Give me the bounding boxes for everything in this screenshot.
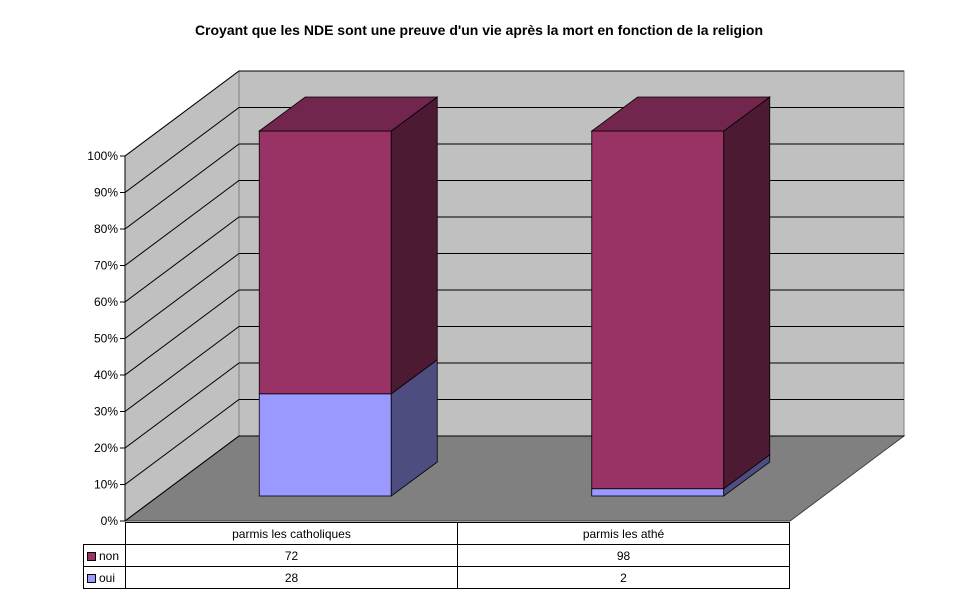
chart-bars (258, 96, 771, 497)
table-cell: 2 (457, 566, 790, 589)
gridline (124, 70, 904, 157)
legend-swatch-oui (87, 573, 96, 583)
y-tick-label: 40% (94, 368, 118, 382)
y-axis: 0% 10% 20% 30% 40% 50% 60% 70% 80% 90% 100% (87, 149, 126, 528)
chart-walls (123, 70, 906, 522)
bar-non-0-front (258, 130, 392, 395)
legend-label: oui (99, 570, 116, 585)
bar-non-0-side (390, 96, 438, 395)
bar-non-0-top (258, 96, 439, 132)
y-tick-label: 70% (94, 259, 118, 273)
y-tick-label: 60% (94, 295, 118, 309)
legend-swatch-non (87, 551, 96, 561)
data-table: parmis les catholiques parmis les athé n… (83, 522, 790, 589)
y-tick-label: 30% (94, 405, 118, 419)
y-tick-label: 100% (87, 149, 118, 163)
category-label: parmis les catholiques (125, 522, 458, 545)
chart-title: Croyant que les NDE sont une preuve d'un… (194, 22, 764, 38)
y-tick-label: 50% (94, 332, 118, 346)
y-tick-label: 80% (94, 222, 118, 236)
bar-oui-0-front (258, 393, 392, 497)
category-label: parmis les athé (457, 522, 790, 545)
table-cell: 72 (125, 544, 458, 567)
y-tick-label: 10% (94, 478, 118, 492)
table-header-row: parmis les catholiques parmis les athé (84, 522, 790, 545)
floor (123, 435, 906, 522)
y-tick-label: 90% (94, 186, 118, 200)
y-tick-label: 0% (101, 514, 119, 528)
table-cell: 28 (125, 566, 458, 589)
bar-non-1-side (723, 96, 771, 490)
table-row-oui: oui 28 2 (83, 566, 790, 589)
y-tick-label: 20% (94, 441, 118, 455)
table-cell: 98 (457, 544, 790, 567)
bar-non-1-top (590, 96, 771, 132)
table-row-non: non 72 98 (83, 544, 790, 567)
bar-non-1-front (591, 130, 725, 490)
bar-oui-1-front (591, 488, 725, 497)
legend-label: non (99, 548, 120, 563)
